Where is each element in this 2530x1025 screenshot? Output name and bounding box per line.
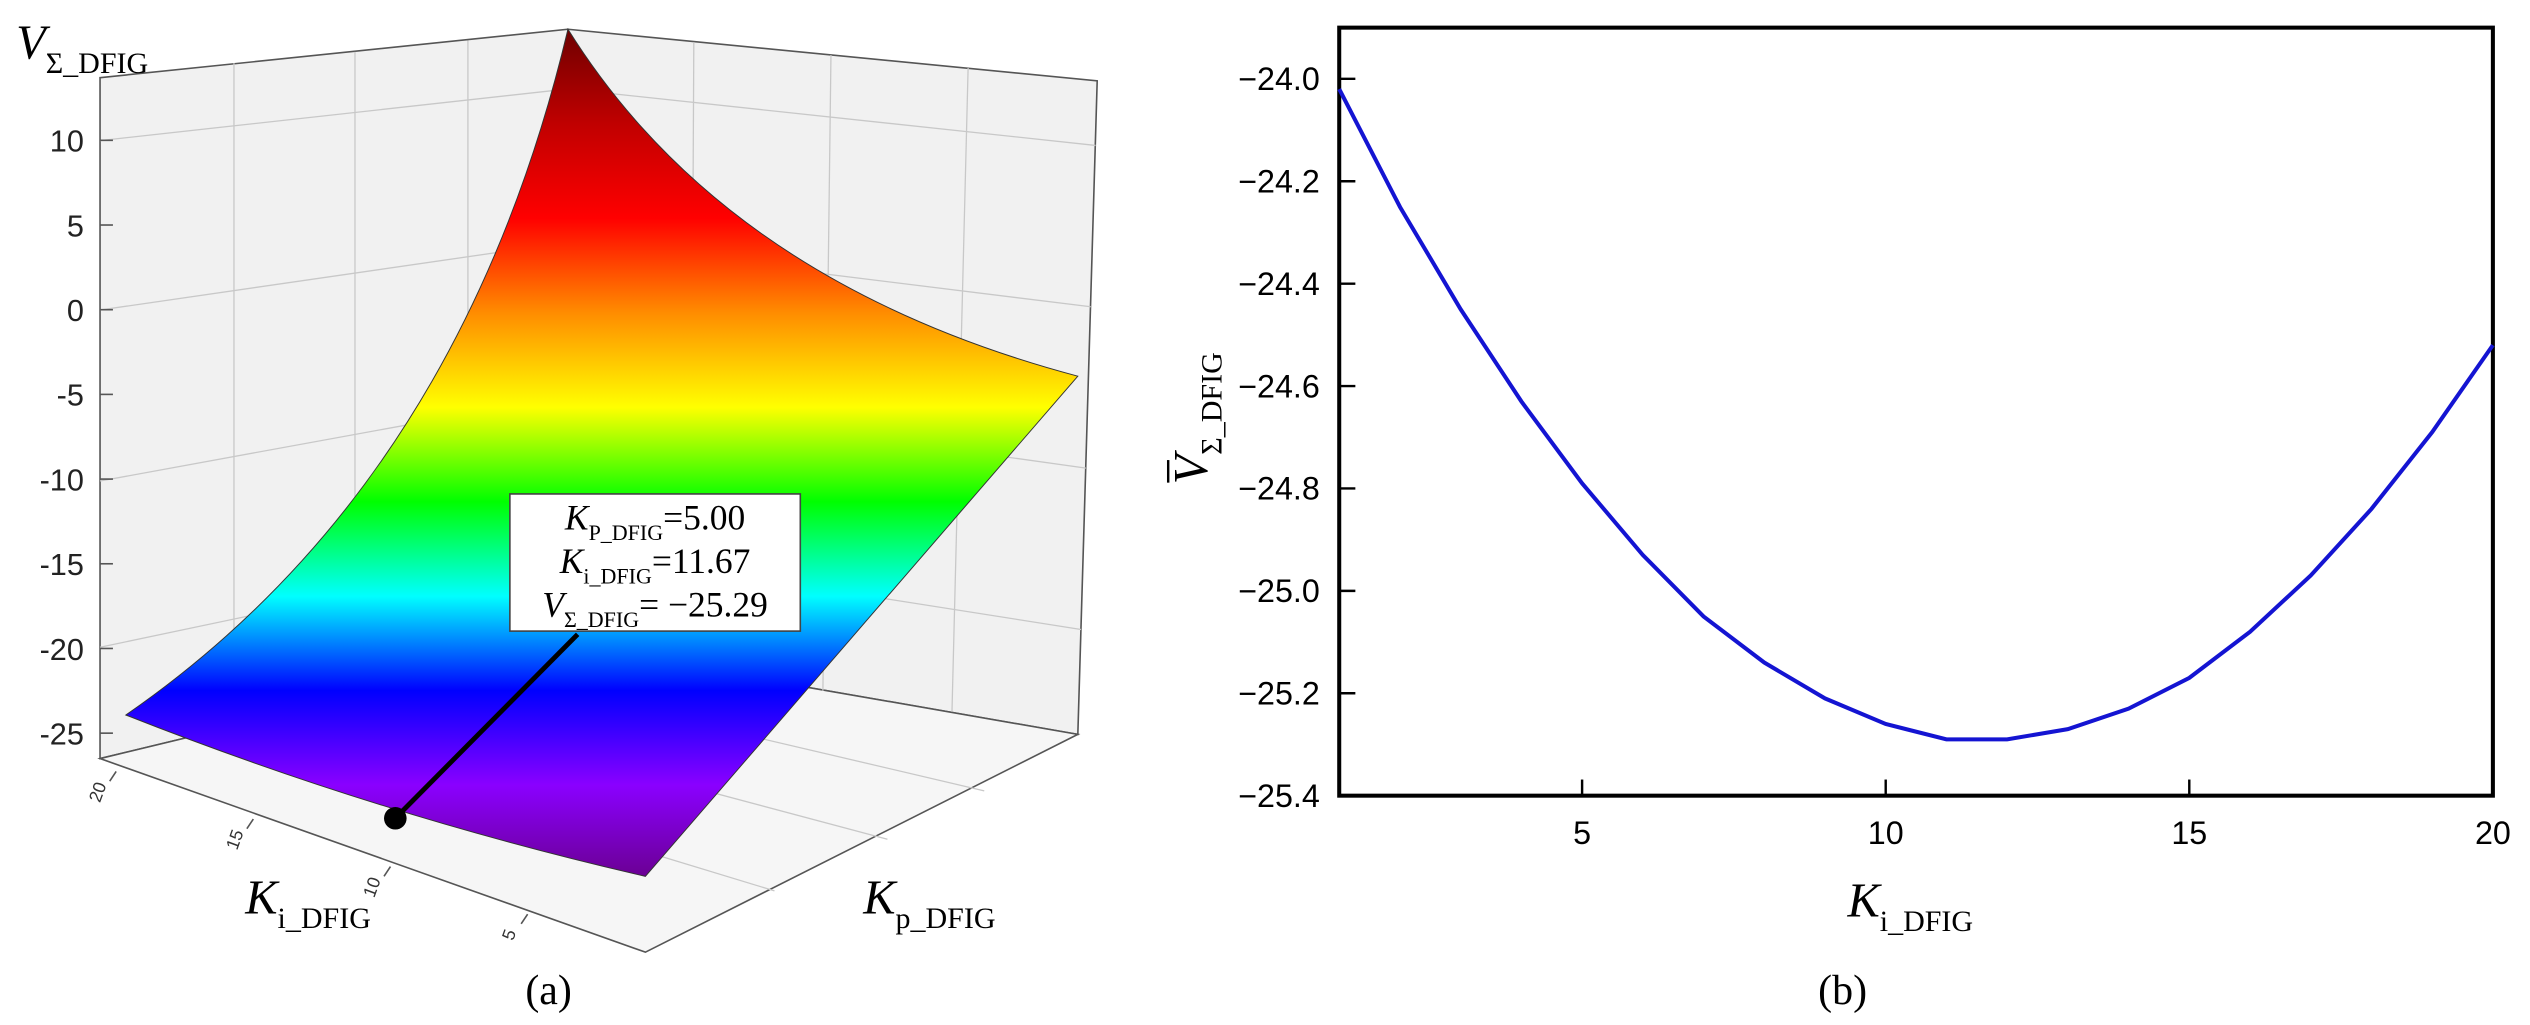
y-tick-label: −24.6 bbox=[1238, 368, 1320, 404]
y-axis-label: VΣ_DFIG bbox=[1165, 352, 1229, 484]
annotation-line: KP_DFIG=5.00 bbox=[564, 497, 745, 545]
x-tick-label: 20 bbox=[2475, 815, 2511, 851]
panel-label: (a) bbox=[525, 968, 572, 1014]
z-tick-label: 5 bbox=[67, 209, 84, 243]
label-symbol: K bbox=[564, 497, 591, 537]
label-symbol: K bbox=[244, 871, 280, 924]
line-series bbox=[1337, 88, 2495, 742]
annotation-point bbox=[384, 806, 407, 830]
label-symbol: V bbox=[1165, 449, 1218, 484]
y-tick-label: −24.2 bbox=[1238, 164, 1320, 200]
z-axis-label: VΣ_DFIG bbox=[16, 16, 148, 80]
y-tick-label: −24.0 bbox=[1238, 61, 1320, 97]
y-tick-label: −25.4 bbox=[1238, 778, 1320, 814]
label-symbol: K bbox=[862, 871, 898, 924]
label-symbol: K bbox=[559, 541, 586, 581]
surface bbox=[124, 28, 1079, 877]
annotation-box bbox=[509, 493, 802, 632]
label-text: =11.67 bbox=[652, 541, 751, 581]
label-subscript: i_DFIG bbox=[1880, 905, 1973, 938]
label-subscript: P_DFIG bbox=[589, 520, 664, 545]
z-tick-label: 0 bbox=[67, 294, 84, 328]
y-tick-label: −25.0 bbox=[1238, 573, 1320, 609]
x-axis-label: Ki_DFIG bbox=[244, 871, 371, 935]
x-tick-label: 15 bbox=[2171, 815, 2207, 851]
x-tick bbox=[246, 818, 254, 830]
label-subscript: Σ_DFIG bbox=[1195, 352, 1228, 454]
x-tick-label: 15 bbox=[222, 827, 248, 853]
plot-frame bbox=[1337, 25, 2495, 798]
label-symbol: K bbox=[1846, 875, 1882, 928]
label-subscript: p_DFIG bbox=[896, 902, 996, 935]
z-tick-label: -5 bbox=[57, 379, 84, 413]
z-tick-label: -25 bbox=[40, 717, 84, 751]
x-tick bbox=[383, 866, 392, 877]
panel-label: (b) bbox=[1818, 968, 1867, 1014]
label-subscript: Σ_DFIG bbox=[564, 607, 639, 632]
x-axis-label: Ki_DFIG bbox=[1846, 875, 1973, 939]
label-text: = −25.29 bbox=[639, 585, 768, 625]
x-tick-label: 5 bbox=[1573, 815, 1591, 851]
y-axis-label: Kp_DFIG bbox=[862, 871, 995, 935]
x-tick-label: 5 bbox=[498, 926, 520, 942]
y-tick-label: −24.4 bbox=[1238, 266, 1320, 302]
label-text: =5.00 bbox=[663, 497, 745, 537]
annotation-pointer bbox=[393, 632, 580, 820]
x-tick bbox=[109, 771, 117, 782]
z-tick-label: -20 bbox=[40, 633, 84, 667]
y-axis-label-group: VΣ_DFIG bbox=[1165, 352, 1229, 484]
annotation-line: VΣ_DFIG= −25.29 bbox=[542, 585, 768, 633]
x-tick-label: 10 bbox=[359, 874, 385, 900]
annotation-line: Ki_DFIG=11.67 bbox=[559, 541, 751, 589]
y-tick-label: −25.2 bbox=[1238, 676, 1320, 712]
label-subscript: i_DFIG bbox=[583, 564, 652, 589]
label-subscript: Σ_DFIG bbox=[46, 47, 148, 80]
x-tick-label: 10 bbox=[1868, 815, 1904, 851]
label-symbol: V bbox=[542, 585, 568, 625]
z-tick-label: 10 bbox=[50, 125, 84, 159]
x-tick-label: 20 bbox=[85, 779, 111, 805]
y-tick-label: −24.8 bbox=[1238, 471, 1320, 507]
x-tick bbox=[520, 913, 529, 925]
z-tick-label: -10 bbox=[40, 463, 84, 497]
label-symbol: V bbox=[16, 16, 51, 69]
label-subscript: i_DFIG bbox=[278, 902, 371, 935]
z-tick-label: -15 bbox=[40, 548, 84, 582]
